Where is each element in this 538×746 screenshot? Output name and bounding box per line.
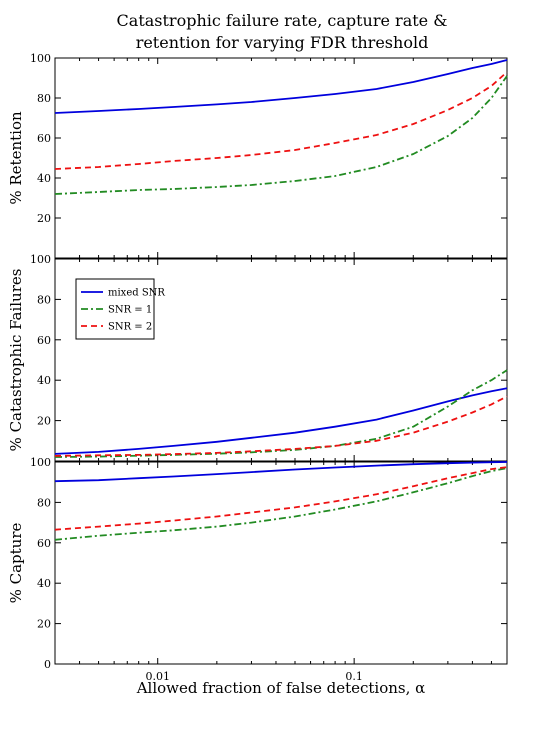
y-tick-label: 100 xyxy=(30,52,51,65)
y-tick-label: 80 xyxy=(37,92,51,105)
series-line-mixed-snr xyxy=(54,461,508,483)
capture-panel: 0 20 40 60 80 100 % Capture xyxy=(7,456,508,671)
y-tick-label: 100 xyxy=(30,456,51,469)
panel-frame xyxy=(54,258,508,462)
legend-box xyxy=(75,278,155,340)
y-tick-label: 20 xyxy=(37,415,51,428)
legend-entry: mixed SNR xyxy=(108,288,165,299)
y-tick-label: 20 xyxy=(37,618,51,631)
series-line-snr-1 xyxy=(54,369,508,458)
y-tick-label: 100 xyxy=(30,253,51,266)
retention-panel: 20 40 60 80 100 % Retention xyxy=(7,52,508,259)
y-tick-label: 60 xyxy=(37,132,51,145)
series-line-snr-2 xyxy=(54,395,508,457)
series-line-snr-2 xyxy=(54,71,508,170)
y-tick-label: 40 xyxy=(37,172,51,185)
y-tick-label: 80 xyxy=(37,496,51,509)
y-axis-label: % Capture xyxy=(7,522,25,603)
y-tick-label: 80 xyxy=(37,293,51,306)
y-tick-label: 60 xyxy=(37,334,51,347)
y-axis-label: % Catastrophic Failures xyxy=(7,269,25,452)
series-line-mixed-snr xyxy=(54,387,508,455)
y-tick-label: 20 xyxy=(37,212,51,225)
chart-title-line-2: retention for varying FDR threshold xyxy=(136,33,429,52)
legend-entry: SNR = 1 xyxy=(108,305,152,316)
series-line-mixed-snr xyxy=(54,59,508,114)
x-axis: 0.01 0.1 xyxy=(145,670,362,683)
chart-title-line-1: Catastrophic failure rate, capture rate … xyxy=(117,11,448,30)
panel-frame xyxy=(54,57,508,259)
series-line-snr-1 xyxy=(54,75,508,195)
y-tick-label: 40 xyxy=(37,374,51,387)
catastrophic-failures-panel: 20 40 60 80 100 % Catastrophic Failures xyxy=(7,253,508,462)
y-tick-label: 40 xyxy=(37,577,51,590)
x-tick-label: 0.01 xyxy=(145,670,170,683)
legend-entry: SNR = 2 xyxy=(108,322,152,333)
series-line-snr-1 xyxy=(54,467,508,541)
series-line-snr-2 xyxy=(54,466,508,531)
x-tick-label: 0.1 xyxy=(345,670,363,683)
y-tick-label: 0 xyxy=(44,658,51,671)
y-tick-label: 60 xyxy=(37,537,51,550)
panel-frame xyxy=(54,461,508,665)
legend: mixed SNR SNR = 1 SNR = 2 xyxy=(75,278,165,340)
y-axis-label: % Retention xyxy=(7,111,25,205)
x-axis-label: Allowed fraction of false detections, α xyxy=(136,679,426,697)
